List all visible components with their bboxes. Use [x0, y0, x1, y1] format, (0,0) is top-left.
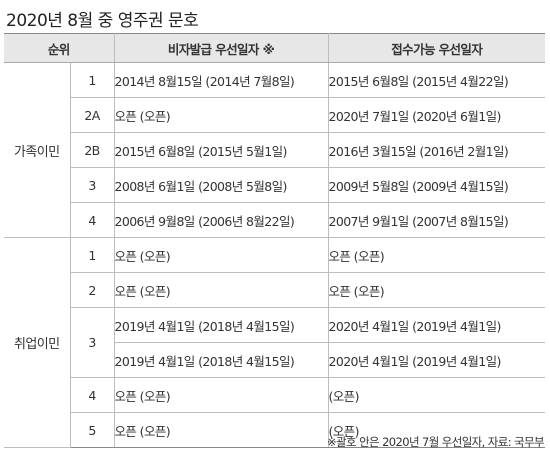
- filing-date-cell: 2016년 3월15일 (2016년 2월1일): [327, 132, 545, 168]
- filing-date-cell: 2020년 7월1일 (2020년 6월1일): [327, 97, 545, 133]
- header-filing-date: 접수가능 우선일자: [327, 33, 545, 63]
- rank-cell: 3: [70, 167, 115, 203]
- visa-date-cell: 오픈 (오픈): [113, 377, 329, 413]
- rank-cell: 2B: [70, 132, 115, 168]
- rank-cell: 4: [70, 377, 115, 413]
- filing-date-cell: 2015년 6월8일 (2015년 4월22일): [327, 62, 545, 98]
- table-row: 가족이민 1 2014년 8월15일 (2014년 7월8일) 2015년 6월…: [4, 62, 545, 238]
- header-visa-date: 비자발급 우선일자 ※: [113, 33, 329, 63]
- filing-date-cell: (오픈): [327, 377, 545, 413]
- table-row: 3 2019년 4월1일 (2018년 4월15일) 2020년 4월1일 (2…: [4, 307, 545, 378]
- category-family: 가족이민: [4, 62, 71, 238]
- visa-date-cell: 2019년 4월1일 (2018년 4월15일): [113, 307, 329, 343]
- table-row: 2A 오픈 (오픈) 2020년 7월1일 (2020년 6월1일): [4, 97, 545, 133]
- filing-date-cell: 오픈 (오픈): [327, 237, 545, 273]
- table-row: 3 2008년 6월1일 (2008년 5월8일) 2009년 5월8일 (20…: [4, 167, 545, 203]
- rank-cell: 4: [70, 202, 115, 238]
- rank-cell: 2: [70, 272, 115, 308]
- table-row: 4 2006년 9월8일 (2006년 8월22일) 2007년 9월1일 (2…: [4, 202, 545, 238]
- filing-date-cell: 2020년 4월1일 (2019년 4월1일): [327, 342, 545, 378]
- rank-cell: 5: [70, 412, 115, 448]
- table-row: 2019년 4월1일 (2018년 4월15일) 2020년 4월1일 (201…: [4, 342, 545, 378]
- visa-date-cell: 2019년 4월1일 (2018년 4월15일): [114, 342, 329, 378]
- visa-date-cell: 2014년 8월15일 (2014년 7월8일): [113, 62, 329, 98]
- header-row: 순위 비자발급 우선일자 ※ 접수가능 우선일자: [4, 33, 545, 63]
- table-row: 2 오픈 (오픈) 오픈 (오픈): [4, 272, 545, 308]
- rank-cell: 2A: [70, 97, 115, 133]
- visa-date-cell: 2006년 9월8일 (2006년 8월22일): [113, 202, 329, 238]
- filing-date-cell: 2020년 4월1일 (2019년 4월1일): [327, 307, 545, 343]
- filing-date-cell: 2009년 5월8일 (2009년 4월15일): [327, 167, 545, 203]
- visa-date-cell: 오픈 (오픈): [113, 272, 329, 308]
- table-row: 2B 2015년 6월8일 (2015년 5월1일) 2016년 3월15일 (…: [4, 132, 545, 168]
- table-row: 4 오픈 (오픈) (오픈): [4, 377, 545, 413]
- visa-date-cell: 2015년 6월8일 (2015년 5월1일): [113, 132, 329, 168]
- greencard-table: 순위 비자발급 우선일자 ※ 접수가능 우선일자 가족이민 1 2014년 8월…: [4, 33, 545, 448]
- rank-cell: 1: [69, 62, 115, 98]
- filing-date-cell: 오픈 (오픈): [327, 272, 545, 308]
- rank-cell: 3: [70, 307, 115, 378]
- filing-date-cell: (오픈): [327, 412, 545, 448]
- filing-date-cell: 2007년 9월1일 (2007년 8월15일): [327, 202, 545, 238]
- visa-date-cell: 오픈 (오픈): [113, 237, 329, 273]
- visa-date-cell: 오픈 (오픈): [113, 97, 329, 133]
- header-rank: 순위: [4, 33, 115, 63]
- page-title: 2020년 8월 중 영주권 문호: [6, 11, 199, 31]
- rank-cell: 1: [69, 237, 115, 273]
- table-row: 취업이민 1 오픈 (오픈) 오픈 (오픈): [4, 237, 545, 448]
- visa-date-cell: 2008년 6월1일 (2008년 5월8일): [113, 167, 329, 203]
- source-footnote: ※괄호 안은 2020년 7월 우선일자, 자료: 국무부: [327, 435, 545, 449]
- category-employment: 취업이민: [4, 237, 71, 448]
- visa-date-cell: 오픈 (오픈): [113, 412, 329, 448]
- table-row: 5 오픈 (오픈) (오픈): [4, 412, 545, 448]
